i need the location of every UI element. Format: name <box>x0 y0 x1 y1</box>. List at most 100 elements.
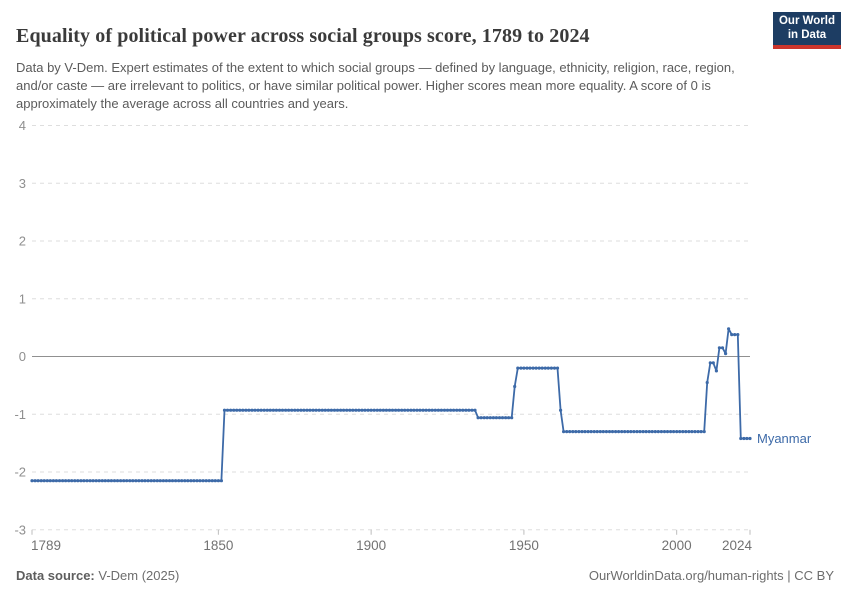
data-point <box>180 479 184 483</box>
data-point <box>277 408 282 412</box>
data-point <box>421 408 425 412</box>
data-point <box>516 366 520 370</box>
data-point <box>436 408 440 412</box>
data-point <box>394 408 398 412</box>
data-point <box>88 479 92 483</box>
data-point <box>137 479 141 483</box>
data-point <box>617 430 621 434</box>
data-point <box>672 430 676 434</box>
data-point <box>335 408 340 412</box>
y-axis-label--1: -1 <box>14 407 26 422</box>
data-point <box>418 408 422 412</box>
data-point <box>48 479 52 483</box>
data-point <box>607 430 612 434</box>
data-point <box>287 408 291 412</box>
data-point <box>61 479 65 483</box>
data-point <box>186 479 190 483</box>
data-point <box>494 416 498 420</box>
data-point <box>684 430 688 434</box>
data-point <box>85 479 89 483</box>
data-point <box>592 430 596 434</box>
owid-logo[interactable]: Our World in Data <box>773 12 841 49</box>
data-point <box>290 408 294 412</box>
data-point <box>681 430 685 434</box>
data-point <box>284 408 288 412</box>
entity-label-myanmar[interactable]: Myanmar <box>757 431 812 446</box>
data-point <box>650 430 654 434</box>
y-axis-label--3: -3 <box>14 522 26 537</box>
data-point <box>696 430 700 434</box>
data-point <box>476 416 480 420</box>
data-point <box>665 430 670 434</box>
data-point <box>555 366 560 370</box>
data-point <box>433 408 437 412</box>
data-point <box>424 408 428 412</box>
data-point <box>103 479 107 483</box>
data-point <box>170 479 175 483</box>
data-point <box>167 479 172 483</box>
data-point <box>384 408 388 412</box>
y-axis-label-3: 3 <box>19 176 26 191</box>
y-axis-label-1: 1 <box>19 291 26 306</box>
data-point <box>387 408 392 412</box>
data-point <box>250 408 254 412</box>
data-point <box>302 408 306 412</box>
data-point <box>604 430 609 434</box>
data-point <box>210 479 214 483</box>
data-point <box>308 408 312 412</box>
data-point <box>354 408 358 412</box>
data-point <box>54 479 59 483</box>
owid-logo-line2: in Data <box>787 28 827 41</box>
y-axis-label-4: 4 <box>19 118 26 133</box>
data-point <box>497 416 502 420</box>
data-point <box>164 479 168 483</box>
data-point <box>534 366 538 370</box>
data-point <box>296 408 300 412</box>
data-point <box>122 479 126 483</box>
data-point <box>659 430 664 434</box>
data-point <box>491 416 495 420</box>
data-point <box>653 430 657 434</box>
x-axis-label-2000: 2000 <box>662 538 692 553</box>
data-point <box>455 408 459 412</box>
data-point <box>571 430 575 434</box>
data-point <box>229 408 233 412</box>
data-point <box>369 408 373 412</box>
data-point <box>519 366 523 370</box>
data-point <box>449 408 453 412</box>
data-point <box>262 408 266 412</box>
series-line-myanmar[interactable] <box>32 327 750 482</box>
data-point <box>488 416 492 420</box>
data-point <box>97 479 101 483</box>
data-point <box>669 430 673 434</box>
data-point <box>51 479 56 483</box>
data-point <box>378 408 382 412</box>
data-point <box>583 430 587 434</box>
data-point <box>730 333 734 337</box>
data-point <box>100 479 104 483</box>
data-point <box>467 408 471 412</box>
data-point <box>540 366 544 370</box>
data-point <box>67 479 71 483</box>
data-point <box>442 408 447 412</box>
data-point <box>348 408 352 412</box>
data-point <box>510 416 514 420</box>
owid-url-license[interactable]: OurWorldinData.org/human-rights | CC BY <box>588 568 834 583</box>
data-point <box>381 408 385 412</box>
data-point <box>479 416 483 420</box>
data-point <box>161 479 165 483</box>
data-point <box>247 408 251 412</box>
data-point <box>577 430 581 434</box>
data-point <box>268 408 272 412</box>
data-point <box>430 408 434 412</box>
data-point <box>675 430 679 434</box>
x-axis-label-2024: 2024 <box>722 538 753 553</box>
data-point <box>152 479 156 483</box>
data-point <box>311 408 315 412</box>
data-point <box>305 408 309 412</box>
data-point <box>717 346 722 350</box>
data-point <box>742 436 746 441</box>
data-point <box>531 366 535 370</box>
data-point <box>45 479 49 483</box>
data-point <box>580 430 584 434</box>
